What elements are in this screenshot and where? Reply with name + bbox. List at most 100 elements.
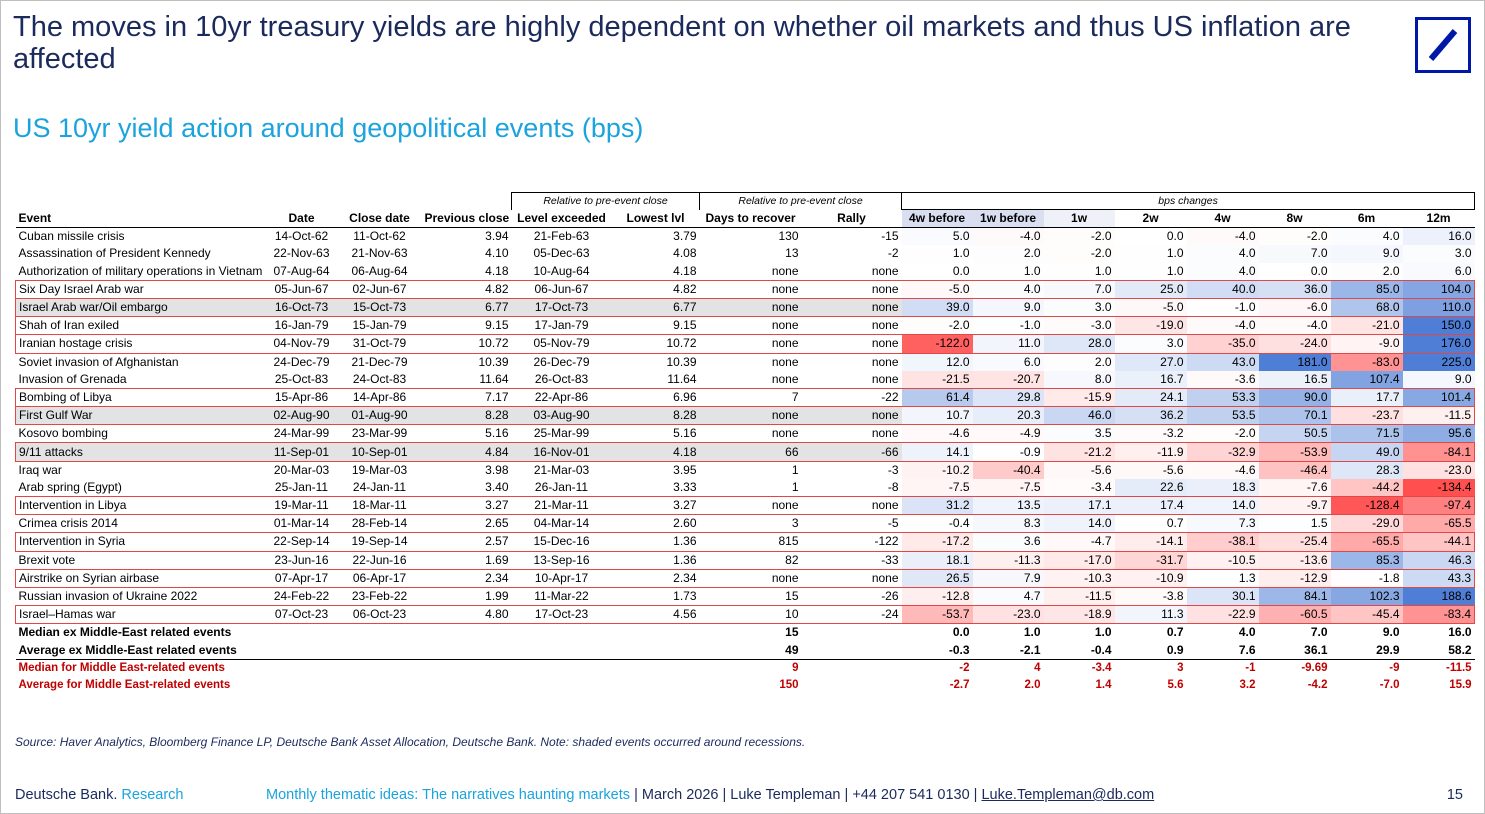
bps-change-cell: 4.0 (1330, 227, 1403, 246)
table-row: Brexit vote 23-Jun-16 22-Jun-16 1.69 13-Sep-… (16, 551, 1475, 570)
bps-change-cell: -32.9 (1186, 442, 1259, 462)
bps-change-cell: 1.5 (1258, 514, 1331, 533)
lowest-level-cell: 2.60 (673, 516, 697, 531)
close-date-cell: 22-Jun-16 (352, 552, 407, 567)
bps-change-cell: 31.2 (901, 495, 973, 516)
bps-change-cell: -10.3 (1043, 568, 1115, 588)
bps-change-cell: -128.4 (1330, 495, 1403, 516)
column-header: 6m (1330, 209, 1403, 229)
bps-change-cell: 1.0 (901, 245, 973, 263)
days-to-recover-cell: none (699, 279, 802, 299)
summary-empty-cell (802, 677, 902, 694)
event-date-cell: 25-Jan-11 (274, 479, 329, 494)
close-date-cell: 31-Oct-79 (337, 334, 422, 354)
bps-change-cell: 27.0 (1114, 353, 1187, 371)
days-to-recover-cell: none (699, 297, 802, 318)
bps-change-cell: -29.0 (1330, 514, 1403, 533)
footer-publication-info: Monthly thematic ideas: The narratives h… (266, 787, 1154, 803)
table-row: Soviet invasion of Afghanistan 24-Dec-79 2… (16, 353, 1475, 371)
bps-change-cell: 188.6 (1402, 587, 1475, 606)
footer-separator: | (973, 787, 978, 803)
table-row: Cuban missile crisis 14-Oct-62 11-Oct-62 3.… (16, 227, 1475, 246)
previous-close-cell: 5.16 (485, 426, 509, 441)
close-date-cell: 14-Apr-86 (337, 387, 422, 408)
summary-bps-cell: 29.9 (1376, 642, 1400, 657)
summary-row: Average for Middle East-related events 15… (16, 677, 1475, 694)
previous-close-cell: 4.84 (421, 442, 512, 462)
event-name-cell: Crimea crisis 2014 (18, 516, 118, 531)
table-row: Bombing of Libya 15-Apr-86 14-Apr-86 7.17 22… (15, 387, 1476, 408)
summary-bps-cell: -9.69 (1258, 658, 1331, 677)
column-header: Previous close (421, 209, 512, 229)
previous-close-cell: 6.77 (421, 297, 512, 318)
footer-author: Luke Templeman (730, 787, 841, 803)
close-date-cell: 06-Oct-23 (337, 605, 422, 625)
bps-change-cell: 150.0 (1402, 316, 1476, 336)
bps-change-cell: 3.6 (972, 532, 1044, 552)
bps-change-cell: -21.5 (901, 370, 973, 389)
bps-change-cell: 4.0 (1186, 262, 1259, 281)
summary-bps-cell: 3 (1114, 658, 1187, 677)
lowest-level-cell: 9.15 (611, 316, 700, 336)
bps-change-cell: 0.0 (952, 263, 970, 278)
bps-change-cell: 71.5 (1330, 424, 1403, 443)
level-exceeded-cell: 17-Oct-23 (511, 605, 612, 625)
column-header: 12m (1402, 209, 1475, 229)
days-to-recover-cell: 10 (699, 605, 802, 625)
days-to-recover-cell: 82 (785, 552, 799, 567)
rally-cell: none (801, 495, 902, 516)
bps-change-cell: 49.0 (1330, 442, 1403, 462)
yield-table: Relative to pre-event close Relative to … (15, 192, 1476, 694)
summary-row: Average ex Middle-East related events 49 -… (16, 642, 1475, 660)
bps-change-cell: 11.0 (972, 334, 1044, 354)
bps-change-cell: -7.5 (901, 478, 973, 497)
event-name-cell: Iraq war (18, 462, 62, 477)
bps-change-cell: -65.5 (1330, 532, 1403, 552)
summary-empty-cell (511, 623, 700, 642)
previous-close-cell: 10.72 (421, 334, 512, 354)
bps-change-cell: 16.7 (1114, 370, 1187, 389)
bps-change-cell: -83.0 (1330, 353, 1403, 371)
lowest-level-cell: 3.27 (611, 495, 700, 516)
event-name-cell: 9/11 attacks (15, 442, 266, 462)
lowest-level-cell: 1.73 (673, 589, 697, 604)
bps-change-cell: 12.0 (901, 353, 973, 371)
bps-change-cell: 53.3 (1186, 387, 1259, 408)
summary-bps-cell: -2.1 (1019, 642, 1041, 657)
page-footer: Deutsche Bank. Research Monthly thematic… (15, 787, 1475, 803)
level-exceeded-cell: 11-Mar-22 (534, 589, 589, 604)
bps-change-cell: -23.7 (1330, 406, 1403, 426)
close-date-cell: 01-Aug-90 (337, 406, 422, 426)
days-to-recover-cell: none (771, 263, 799, 278)
lowest-level-cell: 1.36 (673, 552, 697, 567)
bps-change-cell: -13.6 (1258, 551, 1331, 570)
bps-change-cell: -5.0 (901, 279, 973, 299)
days-to-recover-cell: 130 (778, 229, 799, 244)
event-name-cell: Cuban missile crisis (18, 229, 125, 244)
summary-bps-cell: -0.3 (948, 642, 970, 657)
level-exceeded-cell: 04-Mar-14 (533, 516, 590, 531)
summary-label-cell: Average ex Middle-East related events (18, 642, 237, 657)
bps-change-cell: 176.0 (1402, 334, 1476, 354)
bps-change-cell: 28.0 (1043, 334, 1115, 354)
days-to-recover-cell: 15 (785, 589, 799, 604)
bps-change-cell: -60.5 (1258, 605, 1331, 625)
column-header: Event (15, 209, 266, 229)
bps-change-cell: 43.3 (1402, 568, 1476, 588)
bps-change-cell: -2.0 (1043, 227, 1115, 246)
bps-change-cell: 4.0 (1186, 245, 1259, 263)
event-date-cell: 19-Mar-11 (265, 495, 338, 516)
days-to-recover-cell: 3 (791, 516, 799, 531)
footer-email-link[interactable]: Luke.Templeman@db.com (981, 787, 1155, 803)
summary-empty-cell (511, 658, 700, 677)
column-header: Date (265, 209, 338, 229)
summary-bps-cell: -0.4 (1090, 642, 1112, 657)
rally-cell: -122 (801, 532, 902, 552)
bps-change-cell: 24.1 (1114, 387, 1187, 408)
event-date-cell: 14-Oct-62 (274, 229, 329, 244)
level-exceeded-cell: 05-Nov-79 (511, 334, 612, 354)
bps-change-cell: 26.5 (901, 568, 973, 588)
summary-bps-cell: -2.7 (949, 678, 970, 691)
previous-close-cell: 3.40 (485, 479, 509, 494)
previous-close-cell: 4.80 (421, 605, 512, 625)
